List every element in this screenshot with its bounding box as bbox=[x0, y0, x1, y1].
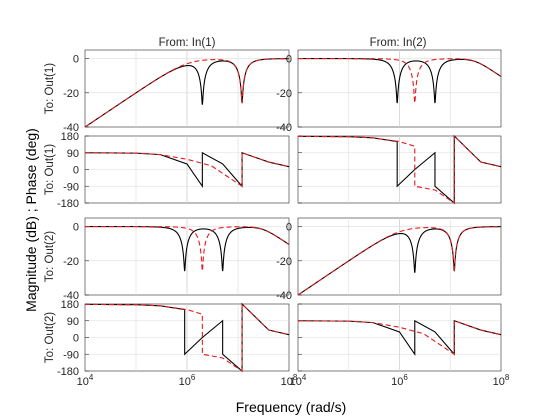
row-title: To: Out(1) bbox=[44, 63, 56, 114]
x-tick-exponent: 4 bbox=[89, 373, 94, 382]
magnitude-series-2 bbox=[84, 58, 289, 128]
phase-series-2 bbox=[84, 151, 290, 188]
x-axis-label: Frequency (rad/s) bbox=[236, 399, 346, 415]
phase-tick-label: -90 bbox=[63, 349, 79, 361]
magnitude-tick-label: -20 bbox=[63, 256, 79, 268]
phase-tick-label: -90 bbox=[63, 181, 79, 193]
x-tick-label: 104 bbox=[290, 373, 307, 388]
magnitude-tick-label: -20 bbox=[276, 256, 292, 268]
phase-tick-label: -180 bbox=[57, 366, 79, 378]
row-title: To: Out(2) bbox=[44, 231, 56, 282]
magnitude-tick-label: 0 bbox=[286, 54, 292, 66]
phase-tick-label: -180 bbox=[57, 198, 79, 210]
phase-tick-label: 90 bbox=[67, 316, 79, 328]
x-tick-exponent: 6 bbox=[191, 373, 196, 382]
panel-1-2: 0 -20 -40 bbox=[276, 49, 502, 205]
x-tick-exponent: 6 bbox=[403, 373, 408, 382]
phase-tick-label: 180 bbox=[61, 299, 79, 311]
magnitude-series-2 bbox=[85, 226, 290, 272]
magnitude-tick-label: 0 bbox=[73, 222, 79, 234]
phase-series-2 bbox=[297, 134, 502, 205]
panel-2-2: 0 -20 -40 104 106 108 bbox=[276, 217, 510, 388]
magnitude-tick-label: -20 bbox=[276, 88, 292, 100]
x-tick-label: 108 bbox=[493, 373, 510, 388]
phase-tick-label: 0 bbox=[73, 333, 79, 345]
row-title: To: Out(1) bbox=[44, 144, 56, 195]
magnitude-tick-label: -20 bbox=[63, 88, 79, 100]
magnitude-tick-label: 0 bbox=[73, 54, 79, 66]
magnitude-tick-label: -40 bbox=[63, 290, 79, 302]
phase-series-2 bbox=[84, 302, 290, 373]
x-tick-label: 106 bbox=[179, 373, 196, 388]
phase-tick-label: 180 bbox=[61, 131, 79, 143]
magnitude-tick-label: -40 bbox=[276, 122, 292, 134]
magnitude-tick-label: 0 bbox=[286, 222, 292, 234]
magnitude-tick-label: -40 bbox=[276, 290, 292, 302]
column-title-2: From: In(2) bbox=[370, 37, 427, 49]
y-axis-label: Magnitude (dB) ; Phase (deg) bbox=[23, 128, 39, 312]
x-tick-label: 104 bbox=[77, 373, 94, 388]
x-tick-label: 106 bbox=[391, 373, 408, 388]
phase-tick-label: 90 bbox=[67, 148, 79, 160]
row-title: To: Out(2) bbox=[44, 312, 56, 363]
phase-series-2 bbox=[297, 319, 502, 356]
phase-tick-label: 0 bbox=[73, 165, 79, 177]
column-title-1: From: In(1) bbox=[159, 37, 216, 49]
magnitude-series-2 bbox=[297, 226, 501, 296]
x-tick-exponent: 8 bbox=[505, 373, 510, 382]
x-tick-exponent: 4 bbox=[302, 373, 307, 382]
x-tick-exponent: 8 bbox=[293, 373, 298, 382]
magnitude-series-2 bbox=[298, 58, 502, 104]
magnitude-tick-label: -40 bbox=[63, 122, 79, 134]
